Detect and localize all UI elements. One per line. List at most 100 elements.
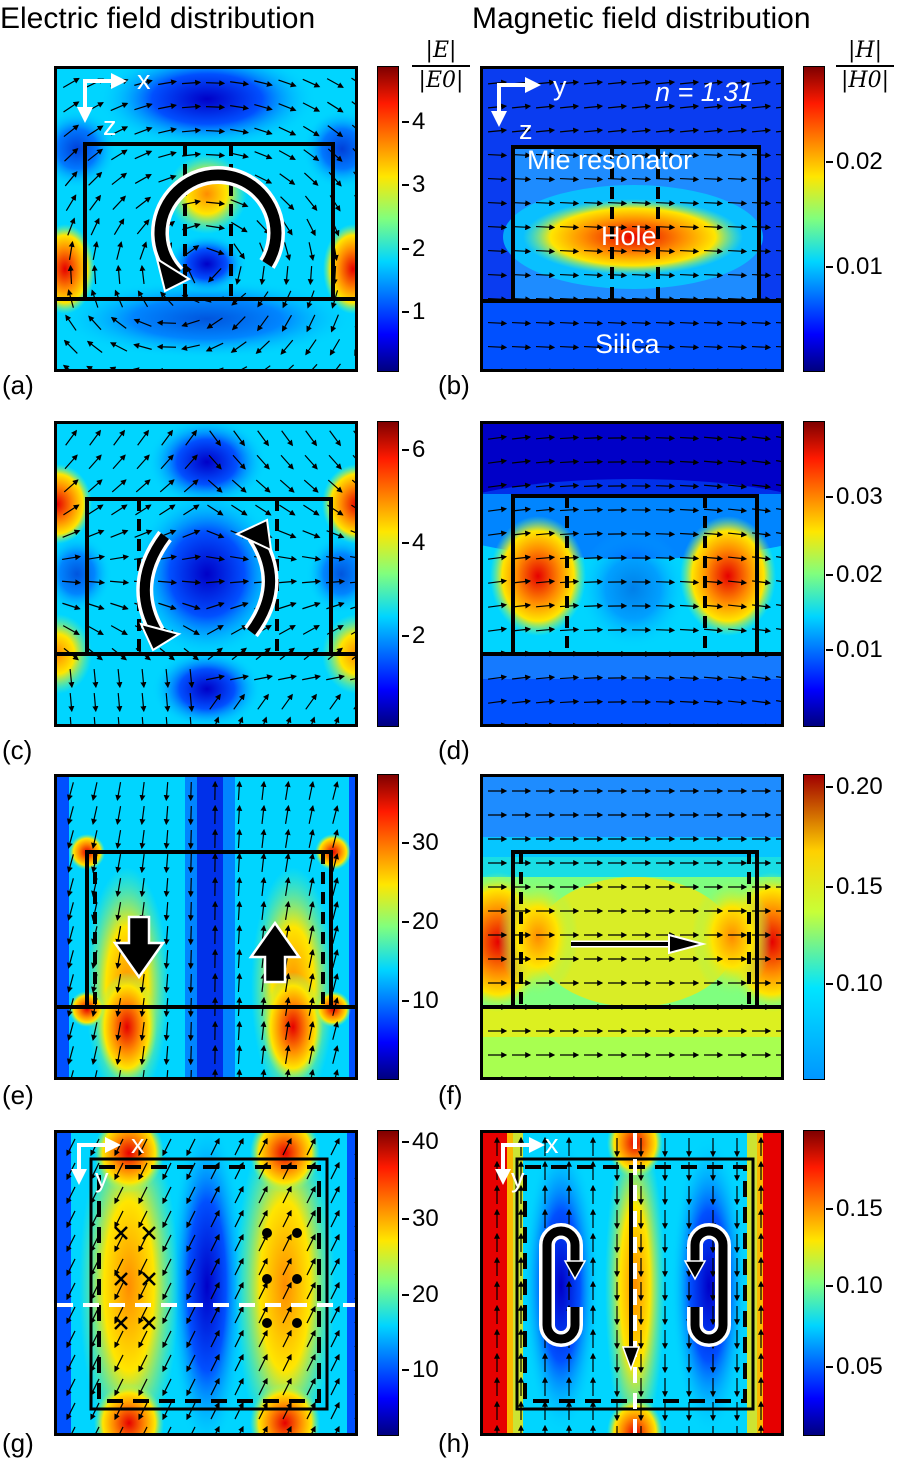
field-vector-arrow: [87, 125, 104, 137]
field-vector-arrow: [607, 103, 628, 110]
field-vector-arrow: [655, 344, 676, 351]
field-vector-arrow: [631, 127, 652, 134]
field-vector-arrow: [67, 974, 74, 993]
field-vector-arrow: [583, 344, 604, 351]
field-vector-arrow: [282, 1137, 292, 1156]
field-vector-arrow: [187, 901, 194, 922]
field-vector-arrow: [304, 454, 318, 470]
field-vector-arrow: [583, 79, 604, 86]
field-vector-arrow: [775, 225, 781, 228]
field-vector-arrow: [278, 103, 297, 112]
field-vector-arrow: [257, 315, 269, 332]
field-vector-arrow: [260, 828, 267, 849]
field-vector-arrow: [64, 454, 78, 470]
field-vector-arrow: [279, 479, 295, 493]
panel-f-magnetic-field-map: [480, 774, 784, 1080]
field-vector-arrow: [258, 1137, 268, 1156]
field-vector-arrow: [281, 314, 293, 332]
field-vector-arrow: [655, 103, 676, 110]
field-vector-arrow: [66, 1234, 76, 1253]
field-vector-arrow: [231, 479, 247, 493]
field-vector-arrow: [487, 344, 508, 351]
field-vector-arrow: [91, 782, 98, 801]
field-vector-arrow: [186, 1138, 196, 1157]
field-vector-arrow: [645, 368, 652, 369]
field-vector-arrow: [286, 1425, 292, 1433]
field-vector-arrow: [679, 320, 700, 327]
field-vector-arrow: [181, 103, 202, 110]
field-vector-arrow: [559, 434, 580, 441]
colorbar-h-tick: 0.15: [826, 1195, 883, 1222]
field-vector-arrow: [230, 80, 250, 87]
field-vector-arrow: [548, 722, 556, 724]
colorbar-a-tick: 3: [401, 171, 426, 198]
panel-b-colorbar: [803, 66, 825, 372]
field-vector-arrow: [306, 1137, 316, 1156]
field-vector-arrow: [511, 674, 532, 681]
field-vector-arrow: [703, 459, 724, 466]
field-vector-arrow: [260, 804, 267, 825]
panel-label-a: (a): [2, 370, 34, 400]
field-vector-arrow: [751, 699, 772, 706]
field-vector-arrow: [511, 320, 532, 327]
field-vector-arrow: [703, 127, 724, 134]
field-vector-arrow: [161, 429, 174, 446]
field-vector-arrow: [655, 675, 676, 682]
field-vector-arrow: [583, 103, 604, 110]
field-vector-arrow: [655, 603, 676, 610]
field-vector-arrow: [234, 1137, 244, 1156]
field-vector-arrow: [303, 479, 319, 493]
field-vector-arrow: [559, 127, 580, 134]
field-vector-arrow: [65, 429, 78, 446]
field-vector-arrow: [727, 483, 748, 490]
field-vector-arrow: [180, 368, 200, 369]
field-vector-arrow: [231, 316, 246, 331]
field-vector-arrow: [356, 806, 358, 823]
field-vector-arrow: [66, 1162, 76, 1181]
field-vector-arrow: [67, 926, 74, 945]
field-vector-arrow: [655, 555, 676, 562]
field-vector-arrow: [751, 675, 772, 682]
field-vector-arrow: [488, 674, 508, 681]
field-vector-arrow: [356, 830, 358, 847]
field-vector-arrow: [62, 77, 80, 89]
field-vector-arrow: [138, 1138, 148, 1157]
field-vector-arrow: [655, 699, 676, 706]
field-vector-arrow: [88, 315, 102, 331]
electric-colorbar-title: |E| |E0|: [412, 38, 470, 93]
field-vector-arrow: [330, 314, 339, 333]
field-vector-arrow: [302, 674, 322, 681]
field-vector-arrow: [535, 698, 556, 705]
field-vector-arrow: [93, 716, 96, 724]
field-vector-arrow: [326, 674, 346, 681]
field-vector-arrow: [751, 344, 772, 351]
field-vector-arrow: [264, 365, 271, 369]
field-vector-arrow: [488, 458, 508, 465]
axis-y-label: y: [511, 1163, 525, 1193]
field-vector-arrow: [350, 530, 355, 534]
axis-z-label: z: [103, 111, 117, 141]
field-vector-arrow: [631, 320, 652, 327]
field-vector-arrow: [776, 508, 781, 510]
field-vector-arrow: [91, 1022, 98, 1041]
field-vector-arrow: [511, 127, 532, 134]
field-vector-arrow: [776, 676, 781, 678]
field-vector-arrow: [238, 1425, 244, 1433]
field-vector-arrow: [703, 344, 724, 351]
field-vector-arrow: [631, 103, 652, 110]
field-vector-arrow: [281, 430, 294, 447]
field-vector-arrow: [210, 1137, 220, 1156]
field-vector-arrow: [260, 1020, 267, 1041]
field-vector-arrow: [167, 1426, 172, 1433]
field-vector-arrow: [236, 1044, 243, 1065]
field-vector-arrow: [118, 1070, 122, 1077]
field-vector-arrow: [284, 1068, 291, 1077]
field-vector-arrow: [135, 479, 151, 493]
field-vector-arrow: [655, 127, 676, 134]
field-vector-arrow: [62, 602, 81, 611]
field-vector-arrow: [334, 1425, 340, 1433]
field-vector-arrow: [187, 949, 194, 970]
field-vector-arrow: [119, 1426, 124, 1433]
field-vector-arrow: [66, 1354, 76, 1373]
field-vector-arrow: [187, 1021, 194, 1042]
